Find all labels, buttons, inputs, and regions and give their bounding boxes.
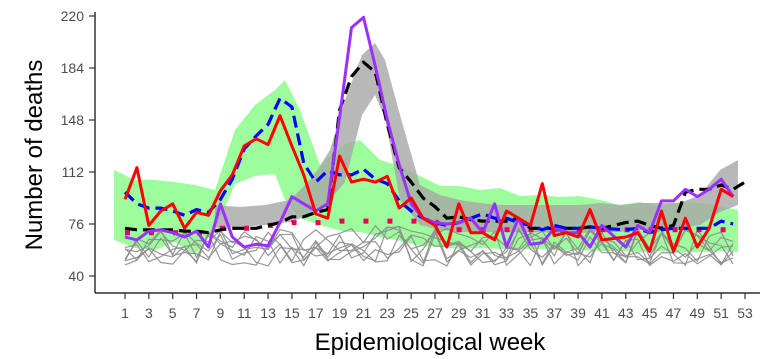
series-lines [123, 15, 746, 253]
x-tick-label: 39 [570, 305, 586, 321]
x-tick-label: 15 [284, 305, 300, 321]
y-tick-label: 112 [62, 164, 85, 180]
x-tick-label: 37 [546, 305, 562, 321]
x-tick-label: 5 [169, 305, 177, 321]
series-line [124, 60, 746, 235]
x-tick-label: 41 [594, 305, 610, 321]
series-line [123, 114, 734, 253]
x-tick-label: 53 [737, 305, 753, 321]
historical-line [124, 230, 734, 267]
x-tick-label: 31 [475, 305, 491, 321]
historical-line [124, 225, 734, 267]
x-tick-label: 1 [121, 305, 129, 321]
x-axis-title: Epidemiological week [315, 329, 547, 356]
x-tick-label: 35 [523, 305, 539, 321]
x-tick-label: 11 [237, 305, 252, 321]
x-tick-label: 25 [403, 305, 419, 321]
x-ticks: 1 3 5 7 9 11 13 15 17 19 21 23 25 27 29 31 33 35 37 39 41 43 4… [121, 293, 753, 321]
x-tick-label: 13 [260, 305, 276, 321]
historical-line [124, 229, 734, 267]
grey-band-shape [215, 43, 738, 233]
x-tick-label: 29 [451, 305, 467, 321]
x-tick-label: 19 [332, 305, 348, 321]
x-tick-label: 51 [713, 305, 729, 321]
x-tick-label: 17 [308, 305, 324, 321]
x-tick-label: 49 [690, 305, 706, 321]
x-tick-label: 45 [642, 305, 658, 321]
y-ticks: 40 76 112 148 184 220 [61, 8, 95, 284]
historical-line [124, 228, 734, 265]
x-tick-label: 21 [356, 305, 372, 321]
x-tick-label: 9 [216, 305, 224, 321]
x-tick-label: 33 [499, 305, 515, 321]
y-tick-label: 184 [61, 60, 85, 76]
y-tick-label: 148 [61, 112, 85, 128]
x-tick-label: 3 [145, 305, 153, 321]
x-tick-label: 47 [666, 305, 682, 321]
y-axis-title: Number of deaths [21, 60, 48, 251]
background-lines [124, 224, 734, 267]
grey-band [215, 43, 738, 233]
x-tick-label: 27 [427, 305, 443, 321]
y-tick-label: 220 [61, 8, 85, 24]
x-tick-label: 23 [380, 305, 396, 321]
historical-line [124, 226, 734, 267]
x-tick-label: 7 [193, 305, 201, 321]
x-tick-label: 43 [618, 305, 634, 321]
y-tick-label: 76 [68, 216, 84, 232]
y-tick-label: 40 [68, 268, 84, 284]
